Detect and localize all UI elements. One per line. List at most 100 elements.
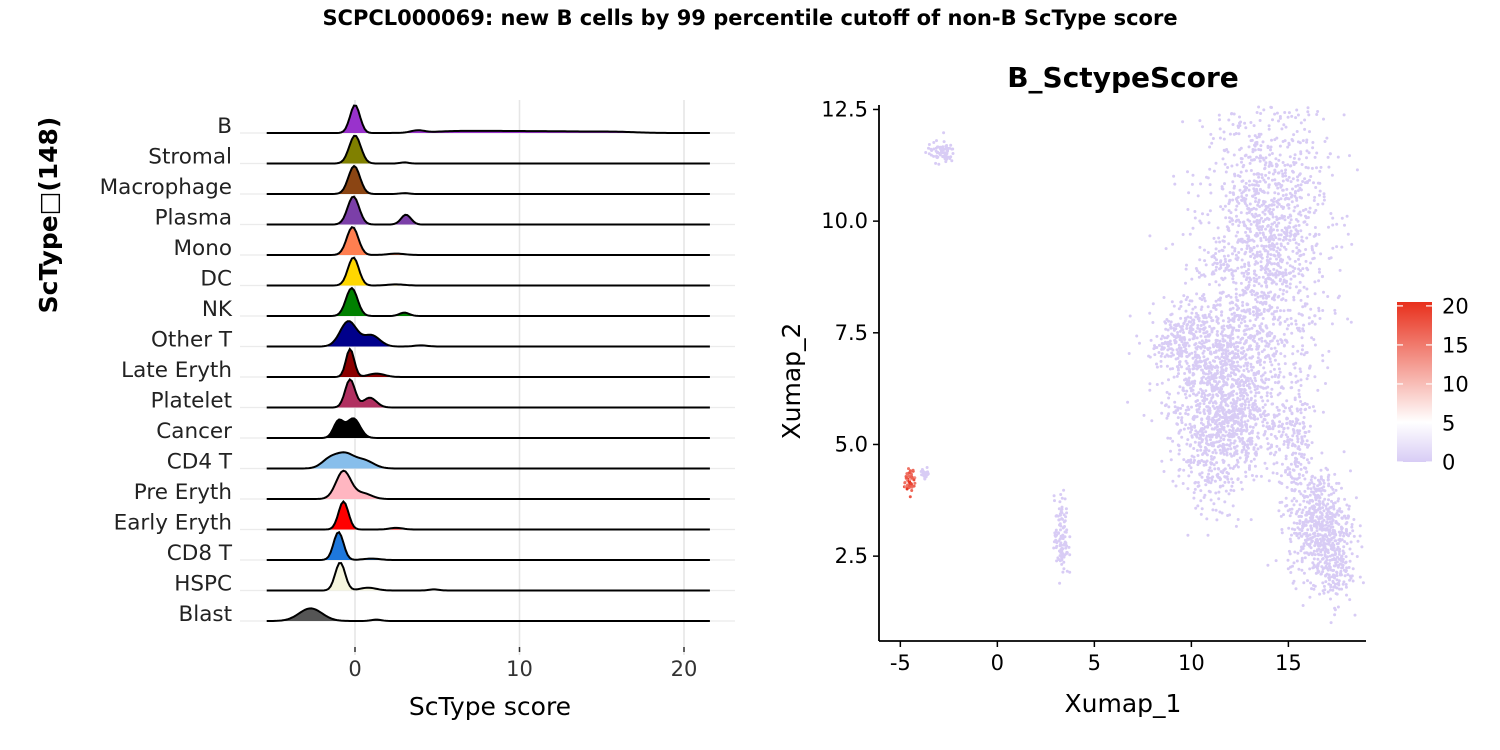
umap-point xyxy=(1222,468,1226,472)
umap-point xyxy=(1355,555,1359,558)
umap-point xyxy=(1243,202,1247,205)
umap-point xyxy=(1333,472,1337,476)
umap-point xyxy=(1316,539,1320,543)
umap-point xyxy=(1255,332,1259,336)
umap-point xyxy=(1162,470,1166,473)
umap-point xyxy=(1240,258,1244,262)
umap-point xyxy=(1264,302,1268,306)
umap-point xyxy=(1308,178,1311,182)
umap-point xyxy=(1280,425,1284,428)
umap-point xyxy=(1315,522,1319,526)
umap-point xyxy=(1176,352,1180,356)
umap-point xyxy=(1236,364,1240,368)
umap-point xyxy=(1274,183,1278,187)
umap-point xyxy=(1200,381,1204,385)
umap-point xyxy=(1289,164,1293,168)
umap-point xyxy=(1252,269,1256,273)
umap-point xyxy=(1253,272,1256,276)
umap-point xyxy=(1195,292,1199,296)
umap-point xyxy=(1331,530,1335,533)
umap-point xyxy=(1292,160,1296,164)
umap-point xyxy=(1261,412,1265,416)
umap-point xyxy=(1268,211,1272,215)
umap-point xyxy=(1200,339,1204,343)
umap-point xyxy=(1252,457,1256,461)
umap-point xyxy=(1322,485,1326,489)
umap-point xyxy=(1314,233,1317,237)
umap-point xyxy=(944,145,948,149)
umap-point xyxy=(1183,316,1187,320)
umap-point xyxy=(1300,455,1303,458)
umap-point xyxy=(1261,220,1265,223)
umap-point xyxy=(939,147,943,151)
umap-point xyxy=(1198,356,1202,360)
umap-point xyxy=(1191,367,1195,371)
ridge-category-label: Plasma xyxy=(155,206,232,231)
umap-point xyxy=(1247,261,1251,265)
umap-point xyxy=(1271,420,1275,424)
umap-point xyxy=(1292,430,1296,433)
umap-point xyxy=(1260,228,1264,231)
umap-point xyxy=(907,478,911,482)
umap-point xyxy=(1248,356,1252,360)
umap-point xyxy=(1326,475,1330,479)
umap-point xyxy=(1260,253,1263,257)
umap-point xyxy=(1255,277,1259,281)
umap-point xyxy=(1205,434,1209,438)
umap-point xyxy=(1285,421,1289,425)
umap-point xyxy=(1255,405,1259,409)
umap-point xyxy=(1177,474,1181,478)
umap-point xyxy=(1258,159,1262,163)
umap-point xyxy=(1295,457,1299,461)
umap-point xyxy=(1227,492,1231,496)
umap-point xyxy=(1200,428,1204,432)
umap-point xyxy=(1262,417,1266,421)
umap-point xyxy=(1296,113,1300,117)
umap-point xyxy=(1327,524,1331,528)
umap-point xyxy=(1247,283,1251,287)
umap-point xyxy=(1174,411,1178,415)
umap-point xyxy=(1272,262,1276,266)
umap-point xyxy=(1333,501,1337,505)
umap-point xyxy=(1191,318,1195,322)
umap-point xyxy=(1231,252,1234,256)
umap-point xyxy=(1272,413,1276,417)
umap-point xyxy=(1213,422,1217,425)
umap-point xyxy=(1222,408,1226,412)
umap-point xyxy=(1059,534,1063,538)
umap-point xyxy=(1322,538,1326,542)
umap-point xyxy=(1345,566,1349,570)
umap-point xyxy=(1184,408,1188,412)
ridge-fill-15 xyxy=(266,563,710,591)
umap-point xyxy=(1278,279,1282,283)
umap-point xyxy=(1301,402,1305,406)
umap-point xyxy=(1270,106,1273,109)
umap-point xyxy=(1247,437,1251,441)
umap-point xyxy=(1234,407,1238,411)
umap-point xyxy=(1248,277,1252,281)
umap-point xyxy=(1198,429,1202,433)
umap-point xyxy=(1272,295,1276,299)
umap-point xyxy=(1188,422,1192,426)
umap-point xyxy=(1284,470,1287,474)
umap-point xyxy=(1061,534,1065,538)
umap-point xyxy=(1255,300,1259,304)
umap-point xyxy=(1331,553,1335,557)
umap-point xyxy=(1228,132,1232,136)
umap-point xyxy=(1211,404,1215,408)
umap-point xyxy=(1294,285,1298,289)
umap-point xyxy=(1206,424,1209,428)
umap-point xyxy=(1242,274,1246,278)
umap-point xyxy=(1266,250,1270,254)
umap-point xyxy=(1203,248,1206,252)
umap-point xyxy=(1234,234,1238,238)
umap-point xyxy=(1200,389,1204,393)
umap-point xyxy=(1258,250,1262,254)
umap-point xyxy=(1223,398,1227,402)
umap-point xyxy=(1301,520,1305,524)
umap-point xyxy=(1291,265,1295,269)
umap-point xyxy=(1344,516,1348,520)
umap-point xyxy=(1294,218,1298,221)
umap-point xyxy=(1291,187,1294,191)
umap-point xyxy=(1178,348,1182,352)
